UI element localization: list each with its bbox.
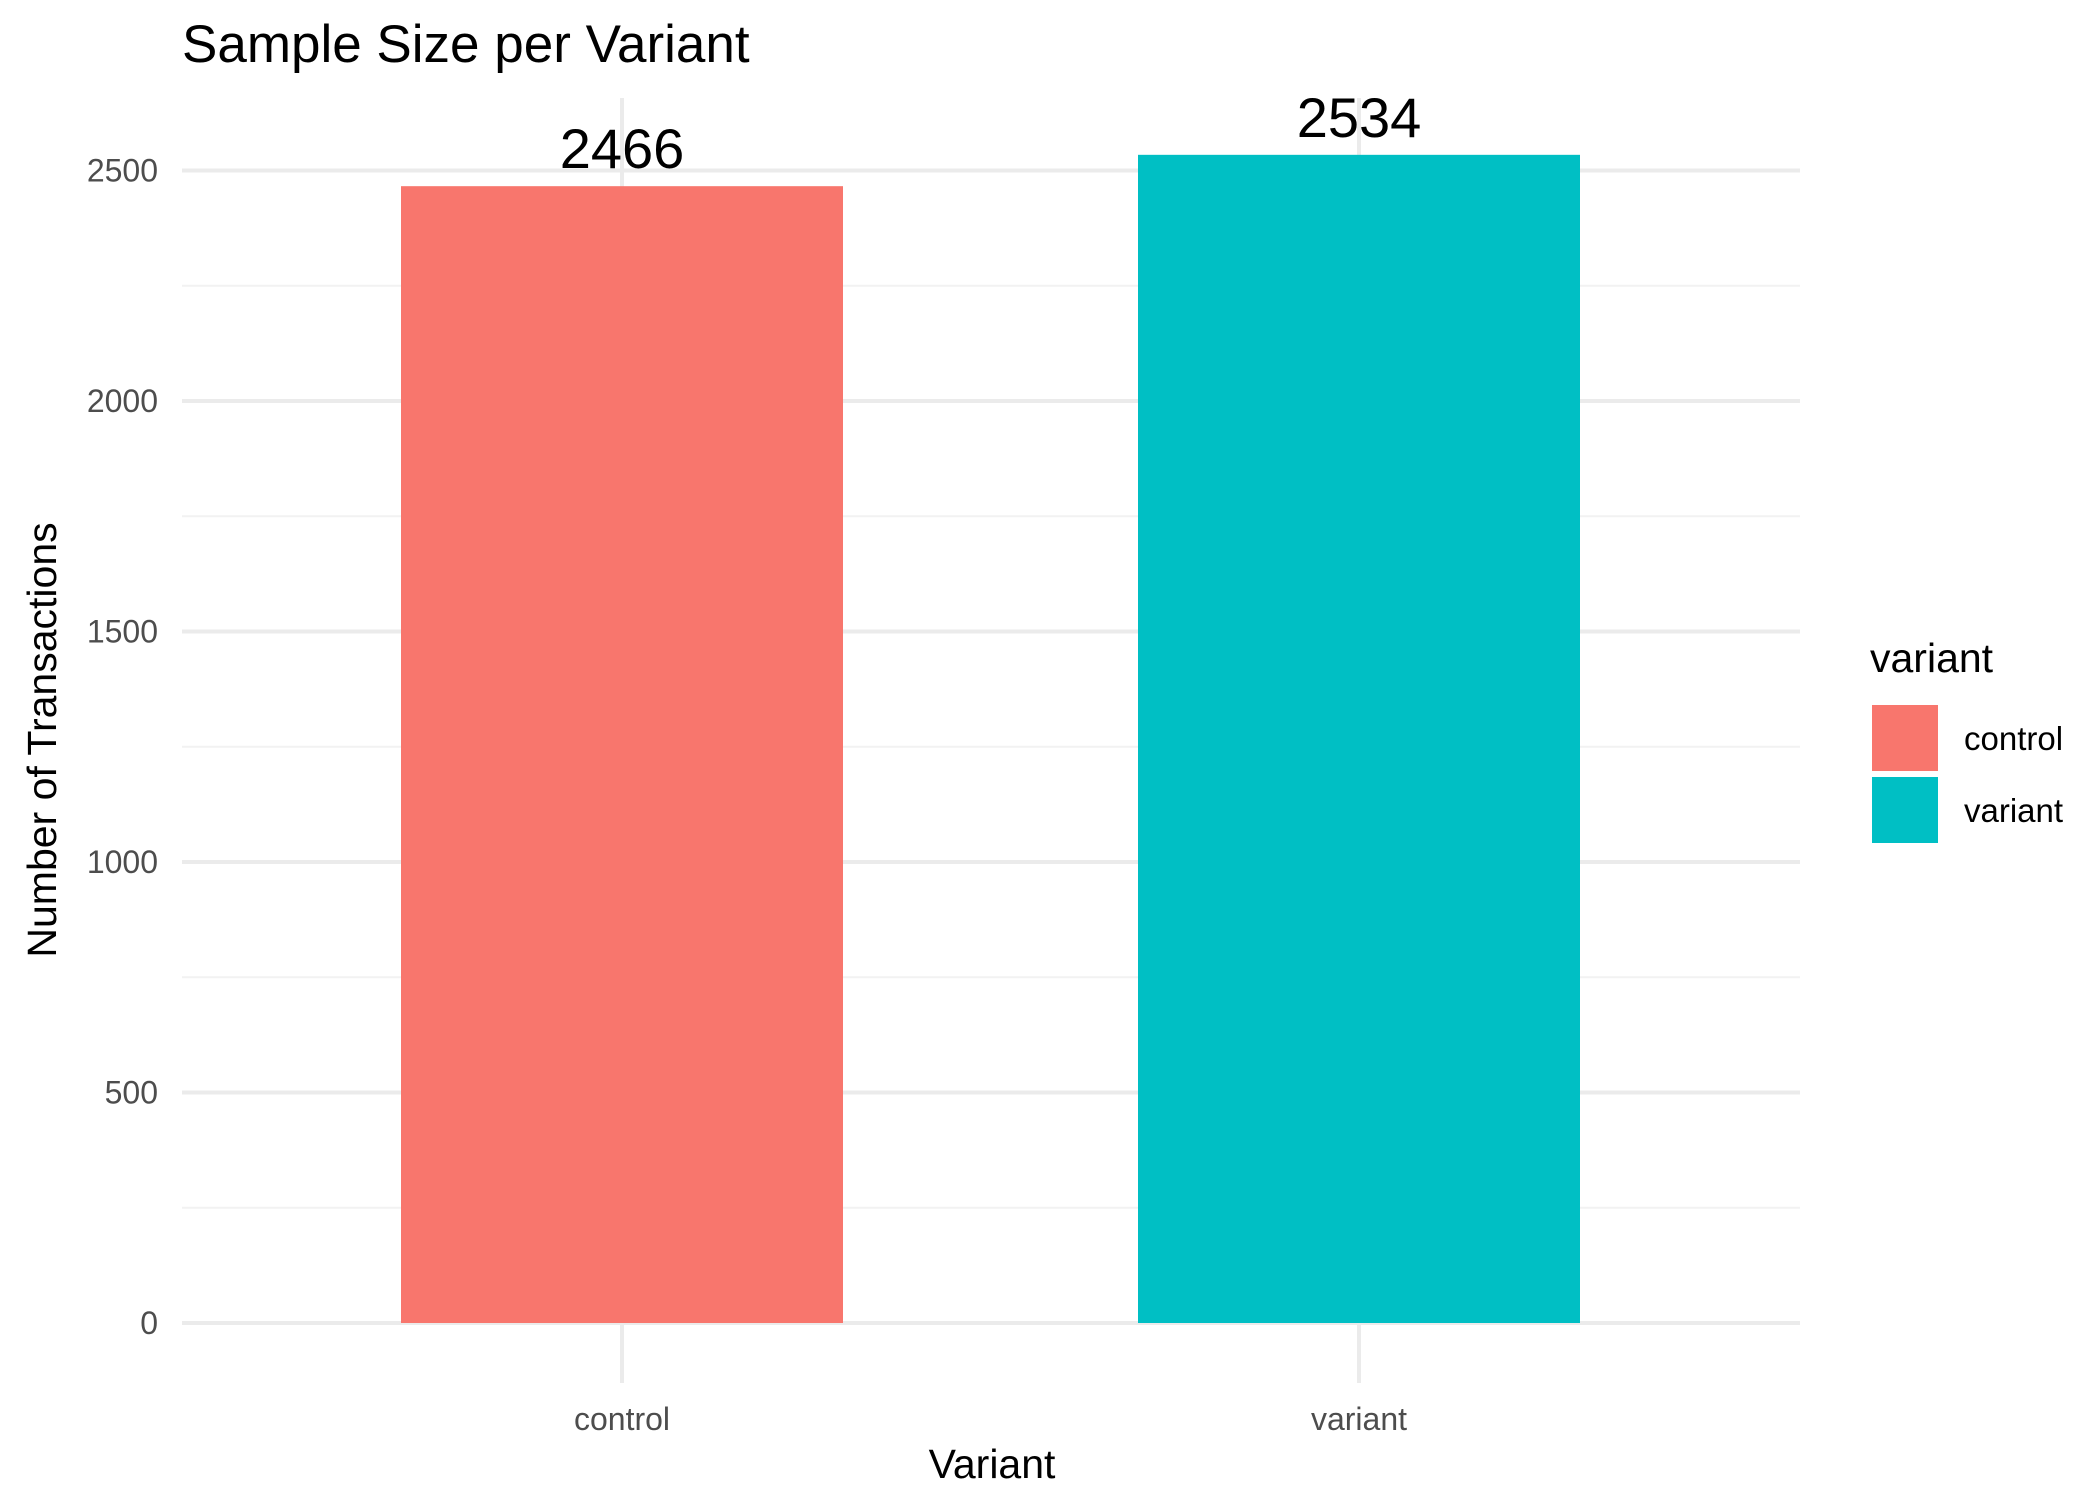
legend-title: variant — [1870, 635, 1994, 681]
legend-key-control — [1872, 705, 1938, 771]
data-labels: 2466 2534 — [560, 86, 1422, 180]
x-tick-label: variant — [1311, 1401, 1407, 1437]
bar-variant — [1138, 154, 1580, 1323]
bar-control — [401, 186, 843, 1324]
legend-label-variant: variant — [1964, 792, 2063, 829]
y-tick-label: 2500 — [87, 153, 158, 189]
y-tick-label: 1000 — [87, 844, 158, 880]
legend-entries: control variant — [1872, 705, 2063, 843]
legend-label-control: control — [1964, 720, 2063, 757]
y-axis-ticks: 0 500 1000 1500 2000 2500 — [87, 153, 158, 1342]
y-tick-label: 0 — [140, 1305, 158, 1341]
x-axis-title: Variant — [929, 1441, 1056, 1487]
x-axis-ticks: control variant — [574, 1401, 1407, 1437]
legend: variant control variant — [1870, 635, 2063, 843]
y-tick-label: 500 — [105, 1075, 158, 1111]
chart-title: Sample Size per Variant — [182, 15, 750, 74]
y-tick-label: 2000 — [87, 383, 158, 419]
bars — [401, 154, 1580, 1324]
data-label-control: 2466 — [560, 117, 685, 180]
legend-key-variant — [1872, 777, 1938, 843]
x-tick-label: control — [574, 1401, 670, 1437]
y-axis-title: Number of Transactions — [19, 522, 65, 957]
y-tick-label: 1500 — [87, 614, 158, 650]
data-label-variant: 2534 — [1297, 86, 1422, 149]
